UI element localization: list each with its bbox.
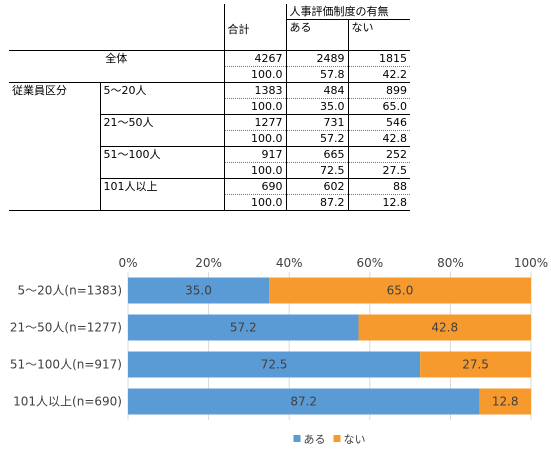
data-label: 72.5 — [261, 358, 288, 372]
legend-label: ある — [304, 433, 326, 446]
legend-swatch — [333, 435, 341, 442]
data-label: 87.2 — [290, 395, 317, 409]
bar-segment — [128, 277, 270, 304]
table-row: 100.0 72.5 27.5 — [9, 162, 410, 179]
x-tick-label: 20% — [195, 256, 222, 270]
category-label: 5～20人(n=1383) — [18, 284, 122, 298]
table-row: 21～50人 1277 731 546 — [9, 114, 410, 147]
cell: 4267 — [224, 50, 287, 67]
row-label-overall: 全体 — [9, 50, 225, 83]
cell: 2489 — [286, 50, 349, 67]
cell: 546 — [348, 114, 410, 131]
cell: 27.5 — [348, 162, 410, 179]
cell: 100.0 — [224, 162, 287, 179]
cell: 100.0 — [224, 66, 287, 83]
cell: 100.0 — [224, 194, 287, 211]
bar-segment — [128, 388, 480, 415]
legend-label: ない — [344, 433, 366, 446]
cell: 57.8 — [286, 66, 349, 83]
col-header-yes: ある — [286, 19, 349, 35]
cell: 87.2 — [286, 194, 349, 211]
bar-segment — [128, 351, 421, 378]
row-label: 51～100人 — [100, 146, 225, 179]
category-label: 21～50人(n=1277) — [10, 321, 122, 335]
cell: 12.8 — [348, 194, 410, 211]
data-label: 27.5 — [462, 358, 489, 372]
cell: 690 — [224, 178, 287, 195]
table-row: 100.0 57.2 42.8 — [9, 130, 410, 147]
cell: 252 — [348, 146, 410, 163]
data-label: 57.2 — [230, 321, 257, 335]
cell: 1815 — [348, 50, 410, 67]
x-tick-label: 40% — [276, 256, 303, 270]
table-row: 従業員区分 5～20人 1383 484 899 — [9, 82, 410, 211]
cell: 484 — [286, 82, 349, 99]
col-header-no: ない — [351, 21, 374, 34]
bar-segment — [269, 277, 531, 304]
cell: 602 — [286, 178, 349, 195]
cell: 100.0 — [224, 130, 287, 147]
survey-table: 合計 人事評価制度の有無 ある ない 全体 4267 2489 1815 100… — [9, 4, 410, 211]
cell: 665 — [286, 146, 349, 163]
table-row: 100.0 35.0 65.0 — [9, 98, 410, 115]
category-label: 51～100人(n=917) — [10, 358, 122, 372]
cell: 35.0 — [286, 98, 349, 115]
data-label: 42.8 — [431, 321, 458, 335]
stacked-bar-chart: 0% 20% 40% 60% 80% 100% 5～20人(n=1383) 35.0 65.0 2… — [10, 256, 548, 446]
col-group-header: 人事評価制度の有無 — [286, 4, 410, 20]
table-row: 全体 4267 2489 1815 — [9, 50, 410, 83]
table-row: 100.0 87.2 12.8 — [9, 194, 410, 211]
x-tick-label: 60% — [356, 256, 383, 270]
bar-segment — [128, 314, 359, 341]
cell: 88 — [348, 178, 410, 195]
table-corner — [9, 4, 225, 51]
x-tick-label: 100% — [514, 256, 548, 270]
col-header-total: 合計 — [224, 4, 287, 51]
cell: 731 — [286, 114, 349, 131]
legend-swatch — [293, 435, 301, 442]
cell: 42.8 — [348, 130, 410, 147]
bar-segment — [420, 351, 531, 378]
cell: 899 — [348, 82, 410, 99]
category-label: 101人以上(n=690) — [13, 395, 122, 409]
bar-segment — [479, 388, 531, 415]
row-label: 21～50人 — [100, 114, 225, 147]
row-label: 5～20人 — [100, 82, 225, 115]
table-row: 100.0 57.8 42.2 — [9, 66, 410, 83]
cell: 42.2 — [348, 66, 410, 83]
cell: 57.2 — [286, 130, 349, 147]
x-tick-label: 80% — [437, 256, 464, 270]
cell: 1383 — [224, 82, 287, 99]
cell: 100.0 — [224, 98, 287, 115]
cell: 917 — [224, 146, 287, 163]
row-label: 101人以上 — [100, 178, 225, 211]
cell: 1277 — [224, 114, 287, 131]
cell: 72.5 — [286, 162, 349, 179]
table-row: 101人以上 690 602 88 — [9, 178, 410, 211]
x-tick-label: 0% — [118, 256, 137, 270]
table-row: 51～100人 917 665 252 — [9, 146, 410, 179]
data-label: 35.0 — [185, 284, 212, 298]
data-label: 65.0 — [387, 284, 414, 298]
row-group-label: 従業員区分 — [9, 82, 101, 211]
cell: 65.0 — [348, 98, 410, 115]
bar-segment — [358, 314, 531, 341]
data-label: 12.8 — [492, 395, 519, 409]
